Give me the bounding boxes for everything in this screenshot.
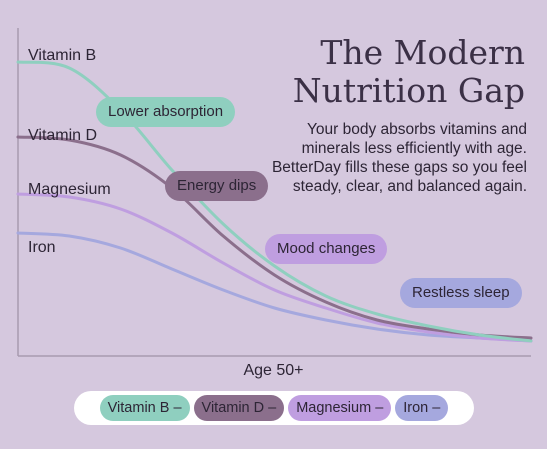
legend: Vitamin B – Vitamin D – Magnesium – Iron…: [74, 391, 474, 425]
series-line-vitamin-b: [16, 60, 533, 343]
series-label-vitamin-d: Vitamin D: [28, 127, 98, 144]
legend-item-magnesium: Magnesium –: [288, 395, 392, 421]
legend-item-vitamin-b: Vitamin B –: [99, 395, 190, 421]
legend-item-vitamin-d: Vitamin D –: [193, 395, 285, 421]
title-line-1: The Modern: [320, 33, 525, 72]
series-label-vitamin-b: Vitamin B: [28, 47, 97, 64]
annotation-lower-absorption: Lower absorption: [96, 97, 236, 127]
series-line-vitamin-d: [16, 135, 533, 340]
series-label-iron: Iron: [28, 239, 56, 256]
legend-item-iron: Iron –: [395, 395, 449, 421]
series-line-magnesium: [16, 192, 533, 343]
annotation-energy-dips: Energy dips: [165, 171, 269, 201]
series-label-magnesium: Magnesium: [28, 181, 111, 198]
x-axis-label: Age 50+: [243, 362, 304, 379]
description-text: Your body absorbs vitamins and minerals …: [271, 121, 527, 195]
annotation-restless-sleep: Restless sleep: [400, 278, 522, 308]
annotation-mood-changes: Mood changes: [265, 234, 388, 264]
series-line-iron: [16, 231, 533, 343]
page-title: The Modern Nutrition Gap: [265, 34, 525, 110]
title-line-2: Nutrition Gap: [292, 71, 525, 110]
